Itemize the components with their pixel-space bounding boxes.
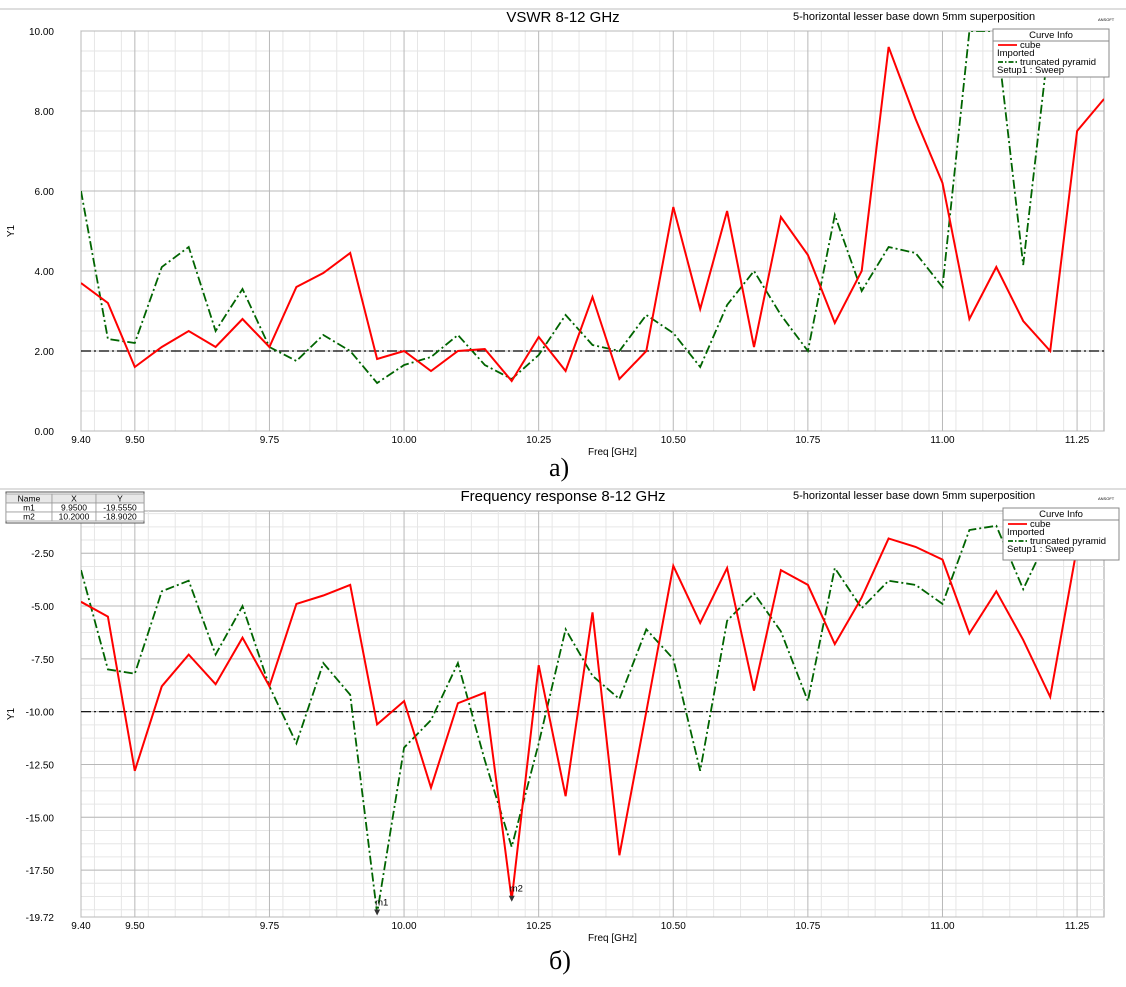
y-tick-label: -12.50 bbox=[26, 760, 55, 771]
legend-box bbox=[1002, 507, 1120, 561]
marker-table-cell bbox=[95, 511, 145, 522]
series-group bbox=[81, 31, 1104, 385]
series-line-truncated-pyramid bbox=[81, 31, 1052, 385]
x-tick-label: 9.50 bbox=[125, 921, 145, 932]
chart-subtitle: 5-horizontal lesser base down 5mm superp… bbox=[793, 490, 1035, 502]
x-tick-label: 10.25 bbox=[526, 921, 551, 932]
marker-label: m2 bbox=[510, 884, 523, 895]
caption-b: б) bbox=[549, 946, 571, 975]
plot-area bbox=[80, 510, 1105, 918]
marker-table-header: X bbox=[71, 494, 77, 504]
marker-table-value: m1 bbox=[23, 503, 35, 513]
y-tick-label: -7.50 bbox=[31, 655, 54, 666]
brand-logo: ANSOFT bbox=[1098, 17, 1115, 22]
x-tick-label: 11.00 bbox=[930, 921, 955, 932]
x-tick-label: 10.50 bbox=[661, 435, 686, 446]
x-axis-label: Freq [GHz] bbox=[588, 933, 637, 944]
y-tick-label: 10.00 bbox=[29, 27, 54, 38]
legend-entry-name: truncated pyramid bbox=[1030, 536, 1106, 547]
x-tick-label: 9.40 bbox=[71, 921, 91, 932]
marker-table-header: Name bbox=[18, 494, 41, 504]
y-tick-label: -5.00 bbox=[31, 602, 54, 613]
legend-header: Curve Info bbox=[1029, 30, 1073, 41]
x-tick-label: 10.50 bbox=[661, 921, 686, 932]
brand-logo: ANSOFT bbox=[1098, 496, 1115, 501]
y-axis-label: Y1 bbox=[6, 707, 17, 720]
legend-entry-name: cube bbox=[1020, 40, 1041, 51]
x-tick-label: 9.40 bbox=[71, 435, 91, 446]
chart-subtitle: 5-horizontal lesser base down 5mm superp… bbox=[793, 11, 1035, 23]
marker-glyph bbox=[508, 895, 515, 902]
x-tick-label: 9.75 bbox=[260, 921, 280, 932]
y-tick-label: 8.00 bbox=[35, 107, 55, 118]
y-tick-label: 2.00 bbox=[35, 347, 55, 358]
x-tick-label: 10.25 bbox=[526, 435, 551, 446]
x-tick-label: 10.00 bbox=[392, 921, 417, 932]
x-axis-label: Freq [GHz] bbox=[588, 447, 637, 458]
legend-header: Curve Info bbox=[1039, 509, 1083, 520]
series-line-cube bbox=[81, 537, 1079, 900]
y-tick-label: 4.00 bbox=[35, 267, 55, 278]
y-tick-label: 6.00 bbox=[35, 187, 55, 198]
marker-table-value: -19.5550 bbox=[103, 503, 137, 513]
x-tick-label: 11.25 bbox=[1065, 921, 1090, 932]
legend-entry-source: Setup1 : Sweep bbox=[997, 65, 1064, 76]
x-tick-label: 10.00 bbox=[392, 435, 417, 446]
y-tick-label: -17.50 bbox=[26, 866, 55, 877]
marker-label: m1 bbox=[375, 898, 388, 909]
legend-entry-source: Imported bbox=[997, 48, 1035, 59]
series-line-cube bbox=[81, 46, 1104, 383]
x-tick-label: 11.25 bbox=[1065, 435, 1090, 446]
chart-frequency-response: 9.40 9.50 9.75 10.00 10.25 10.50 10.75 11.00 11.… bbox=[0, 488, 1126, 944]
y-tick-label: -2.50 bbox=[31, 549, 54, 560]
legend-entry-name: cube bbox=[1030, 519, 1051, 530]
marker-glyph bbox=[374, 909, 381, 916]
legend-entry-source: Setup1 : Sweep bbox=[1007, 544, 1074, 555]
marker-table-header: Y bbox=[117, 494, 123, 504]
marker-table-value: m2 bbox=[23, 512, 35, 522]
series-line-truncated-pyramid bbox=[81, 524, 1052, 914]
y-tick-label: 0.00 bbox=[35, 427, 55, 438]
x-tick-label: 10.75 bbox=[795, 921, 820, 932]
legend-entry-name: truncated pyramid bbox=[1020, 57, 1096, 68]
marker-table-value: 10.2000 bbox=[59, 512, 90, 522]
y-tick-label: -10.00 bbox=[26, 708, 55, 719]
series-group bbox=[81, 524, 1079, 914]
legend-entry-source: Imported bbox=[1007, 527, 1045, 538]
x-tick-label: 11.00 bbox=[930, 435, 955, 446]
legend-box bbox=[992, 28, 1110, 78]
caption-a: а) bbox=[549, 453, 570, 482]
chart-vswr: 9.40 9.50 9.75 10.00 10.25 10.50 10.75 11.00 11.… bbox=[0, 8, 1126, 458]
marker-table-value: 9.9500 bbox=[61, 503, 87, 513]
y-tick-label: -15.00 bbox=[26, 813, 55, 824]
y-tick-label: -19.72 bbox=[26, 913, 55, 924]
x-tick-label: 9.75 bbox=[260, 435, 280, 446]
chart-title: VSWR 8-12 GHz bbox=[506, 9, 619, 26]
chart-title: Frequency response 8-12 GHz bbox=[460, 488, 665, 505]
marker-table-value: -18.9020 bbox=[103, 512, 137, 522]
x-tick-label: 9.50 bbox=[125, 435, 145, 446]
x-tick-label: 10.75 bbox=[795, 435, 820, 446]
y-axis-label: Y1 bbox=[6, 224, 17, 237]
